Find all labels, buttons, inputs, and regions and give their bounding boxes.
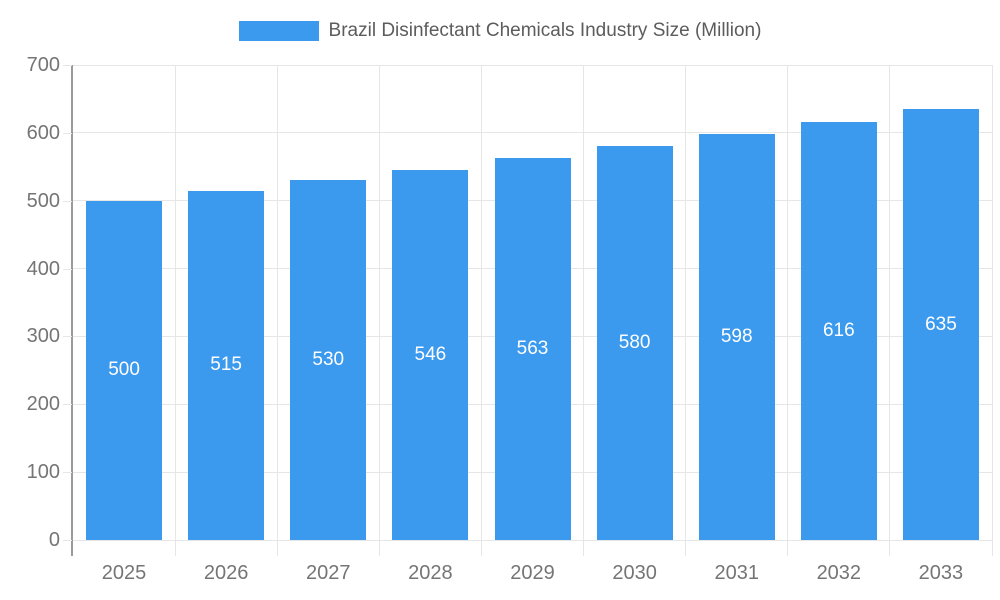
gridline-horizontal — [73, 64, 992, 66]
bar-2027: 530 — [290, 180, 367, 540]
gridline-vertical — [991, 65, 993, 540]
y-axis-tick-label: 0 — [48, 529, 60, 551]
bar-value-label: 515 — [210, 354, 242, 376]
legend: Brazil Disinfectant Chemicals Industry S… — [0, 21, 1000, 41]
y-axis-tick-label: 400 — [26, 257, 60, 280]
bar-2025: 500 — [86, 200, 163, 540]
y-axis-tick-label: 600 — [26, 121, 60, 144]
gridline-horizontal — [73, 132, 992, 134]
x-axis-tick-label: 2026 — [203, 562, 249, 584]
bar-value-label: 500 — [108, 359, 140, 381]
gridline-vertical — [276, 65, 278, 540]
bar-2033: 635 — [902, 109, 979, 540]
bar-value-label: 635 — [925, 313, 957, 335]
bar-value-label: 563 — [516, 337, 549, 359]
y-axis-tick-label: 200 — [26, 393, 60, 416]
bar-2026: 515 — [188, 190, 265, 540]
x-axis-tick-label: 2032 — [816, 562, 862, 584]
y-tick — [63, 404, 72, 406]
y-axis-tick-label: 300 — [26, 325, 60, 348]
y-tick — [63, 540, 72, 541]
x-tick — [480, 540, 482, 556]
x-tick — [378, 540, 380, 556]
y-tick — [63, 65, 72, 66]
x-tick — [583, 540, 585, 556]
bar-value-label: 598 — [720, 326, 753, 348]
x-axis-tick-label: 2028 — [408, 562, 453, 584]
gridline-vertical — [685, 65, 687, 540]
legend-label: Brazil Disinfectant Chemicals Industry S… — [328, 20, 762, 41]
y-axis-tick-label: 700 — [26, 54, 60, 76]
x-axis-tick-label: 2031 — [714, 562, 759, 584]
y-tick — [63, 472, 72, 474]
gridline-vertical — [889, 65, 891, 540]
gridline-vertical — [583, 65, 585, 540]
x-tick — [991, 540, 993, 556]
gridline-horizontal — [73, 539, 992, 541]
x-axis-tick-label: 2030 — [612, 562, 657, 584]
x-axis-tick-label: 2025 — [101, 562, 147, 584]
bar-2028: 546 — [392, 169, 469, 540]
y-axis-tick-label: 100 — [26, 461, 60, 484]
bar-value-label: 616 — [822, 320, 855, 341]
x-axis-tick-label: 2033 — [918, 562, 964, 584]
y-axis-line — [71, 65, 73, 556]
gridline-vertical — [378, 65, 380, 540]
y-tick — [63, 268, 72, 270]
x-tick — [685, 540, 687, 556]
bar-value-label: 580 — [618, 332, 651, 354]
gridline-vertical — [480, 65, 482, 540]
y-tick — [63, 200, 72, 202]
x-tick — [889, 540, 891, 556]
y-axis-tick-label: 500 — [26, 189, 60, 212]
bar-2029: 563 — [494, 157, 571, 540]
x-axis-tick-label: 2029 — [510, 562, 555, 584]
legend-swatch-icon — [238, 21, 319, 41]
gridline-vertical — [787, 65, 789, 540]
x-tick — [174, 540, 176, 556]
plot-area: 500 515 530 546 563 580 598 616 635 — [73, 64, 993, 541]
y-tick — [63, 132, 72, 134]
gridline-vertical — [174, 65, 176, 540]
bar-value-label: 530 — [312, 349, 345, 371]
bar-value-label: 546 — [414, 343, 447, 365]
bar-2031: 598 — [698, 134, 775, 540]
bar-2032: 616 — [800, 122, 877, 540]
x-tick — [787, 540, 789, 556]
bar-2030: 580 — [596, 146, 673, 540]
x-tick — [276, 540, 278, 556]
y-tick — [63, 336, 72, 338]
x-axis-tick-label: 2027 — [306, 562, 351, 584]
